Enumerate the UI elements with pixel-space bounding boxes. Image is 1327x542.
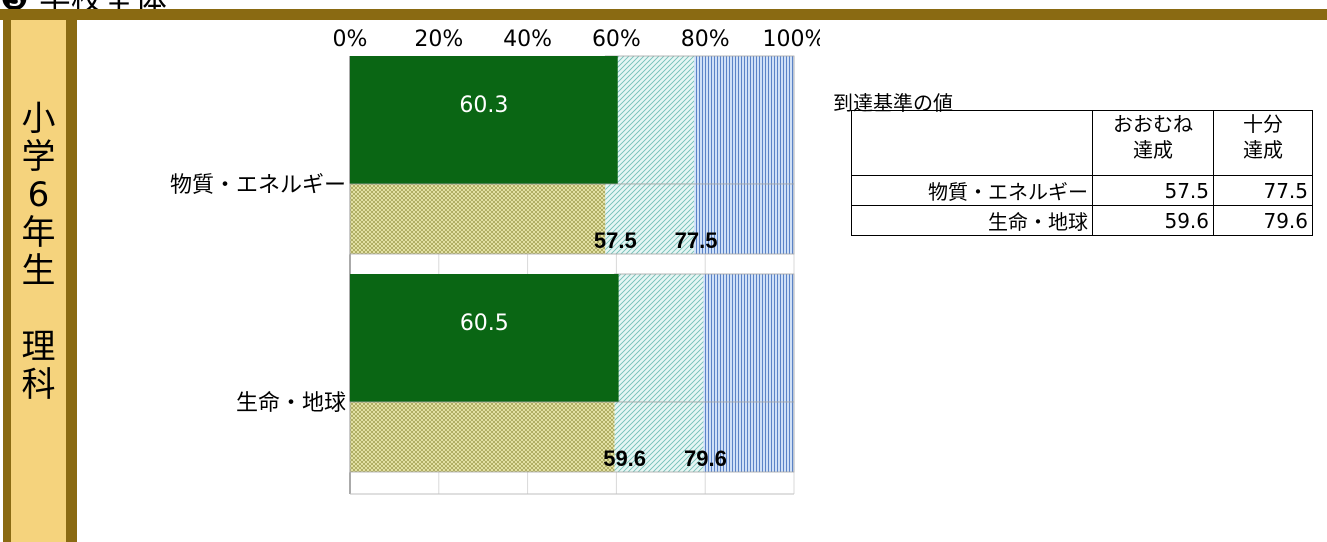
band-ok-to-full bbox=[605, 56, 695, 184]
header-empty bbox=[851, 110, 1093, 176]
x-tick-label: 60% bbox=[592, 27, 641, 52]
category-label: 物質・エネルギー bbox=[170, 173, 346, 198]
x-tick-label: 20% bbox=[414, 27, 463, 52]
row-ok-value: 59.6 bbox=[1092, 205, 1214, 236]
row-full-value: 79.6 bbox=[1213, 205, 1313, 236]
header-ok: おおむね 達成 bbox=[1092, 110, 1214, 176]
frame-top-border bbox=[0, 9, 1327, 20]
reference-bar-outline bbox=[349, 401, 795, 473]
x-axis-ticks: 0% 20% 40% 60% 80% 100% bbox=[333, 27, 820, 52]
sidebar-char: 年 bbox=[21, 213, 56, 253]
frame-inner-border bbox=[66, 20, 77, 542]
result-value-label: 60.5 bbox=[460, 311, 509, 336]
x-tick-label: 0% bbox=[333, 27, 368, 52]
band-ok-to-full bbox=[614, 274, 704, 402]
ok-value-label: 59.6 bbox=[603, 446, 646, 471]
x-tick-label: 40% bbox=[503, 27, 552, 52]
sidebar-char: 学 bbox=[21, 137, 56, 177]
reference-bar-ok-to-full bbox=[605, 184, 695, 254]
reference-bar-full bbox=[703, 402, 794, 472]
result-bar bbox=[350, 56, 618, 184]
row-label: 物質・エネルギー bbox=[851, 175, 1093, 206]
sidebar-char: 小 bbox=[21, 99, 56, 139]
reference-bar-outline bbox=[349, 183, 795, 255]
frame-left-border bbox=[3, 20, 11, 542]
sidebar-char: 6 bbox=[27, 175, 50, 215]
full-value-label: 77.5 bbox=[675, 228, 718, 253]
full-value-label: 79.6 bbox=[684, 446, 727, 471]
row-label: 生命・地球 bbox=[851, 205, 1093, 236]
table-row: 生命・地球 59.6 79.6 bbox=[851, 205, 1313, 236]
sidebar bbox=[11, 20, 66, 542]
category-label: 生命・地球 bbox=[236, 391, 346, 416]
result-bar bbox=[350, 274, 619, 402]
reference-bar-full bbox=[694, 184, 794, 254]
achievement-bar-chart: 0% 20% 40% 60% 80% 100% 60.357.5 77.5物質・エネルギー6… bbox=[170, 27, 820, 495]
reference-bar-ok bbox=[350, 402, 615, 472]
band-full-to-max bbox=[703, 274, 794, 402]
sidebar-char: 理 bbox=[21, 327, 56, 367]
ok-value-label: 57.5 bbox=[594, 228, 637, 253]
standards-header-row: おおむね 達成 十分 達成 bbox=[851, 110, 1313, 176]
reference-bar-ok-to-full bbox=[614, 402, 704, 472]
table-row: 物質・エネルギー 57.5 77.5 bbox=[851, 175, 1313, 206]
row-full-value: 77.5 bbox=[1213, 175, 1313, 206]
row-ok-value: 57.5 bbox=[1092, 175, 1214, 206]
result-value-label: 60.3 bbox=[459, 93, 508, 118]
grade-subject-label: 小 学 6 年 生 理 科 bbox=[11, 100, 66, 404]
header-full: 十分 達成 bbox=[1213, 110, 1313, 176]
sidebar-char: 科 bbox=[21, 365, 56, 405]
reference-bar-ok bbox=[350, 184, 606, 254]
band-full-to-max bbox=[694, 56, 794, 184]
labels-layer: 60.3 57.5 77.5 物質・エネルギー 60.5 59.6 79.6 生命・地球 bbox=[170, 93, 727, 471]
x-tick-label: 80% bbox=[681, 27, 730, 52]
sidebar-char: 生 bbox=[21, 251, 56, 291]
x-tick-label: 100% bbox=[763, 27, 820, 52]
bars-layer bbox=[349, 55, 795, 473]
standards-table: おおむね 達成 十分 達成 物質・エネルギー 57.5 77.5 生命・地球 59.… bbox=[851, 110, 1313, 236]
